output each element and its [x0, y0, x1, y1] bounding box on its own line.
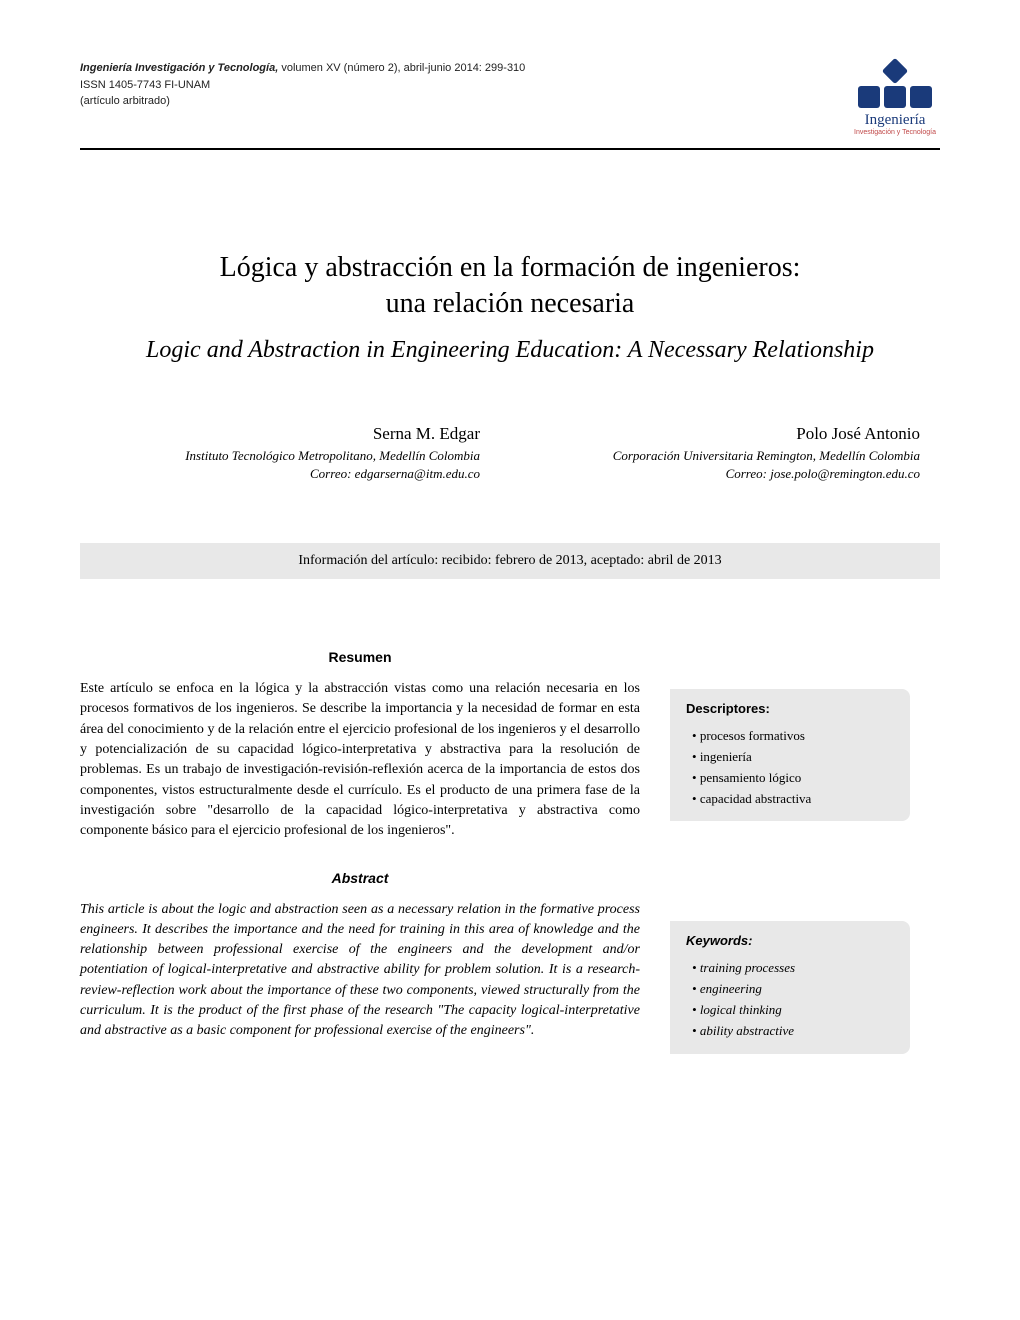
list-item: procesos formativos — [692, 726, 894, 747]
author-name: Polo José Antonio — [540, 424, 920, 444]
list-item: training processes — [692, 958, 894, 979]
page-header: Ingeniería Investigación y Tecnología, v… — [80, 60, 940, 150]
logo-icon — [850, 60, 940, 108]
abstract-text: This article is about the logic and abst… — [80, 900, 640, 1042]
author-2: Polo José Antonio Corporación Universita… — [540, 424, 920, 483]
journal-name: Ingeniería Investigación y Tecnología, — [80, 62, 278, 74]
author-1: Serna M. Edgar Instituto Tecnológico Met… — [100, 424, 480, 483]
authors-block: Serna M. Edgar Instituto Tecnológico Met… — [80, 424, 940, 483]
list-item: engineering — [692, 979, 894, 1000]
title-spanish: Lógica y abstracción en la formación de … — [80, 250, 940, 323]
title-block: Lógica y abstracción en la formación de … — [80, 250, 940, 364]
keywords-list: training processes engineering logical t… — [686, 958, 894, 1041]
journal-meta: Ingeniería Investigación y Tecnología, v… — [80, 60, 525, 110]
abstract-heading: Abstract — [80, 870, 640, 886]
author-affiliation: Corporación Universitaria Remington, Med… — [540, 447, 920, 465]
descriptores-box: Descriptores: procesos formativos ingeni… — [670, 689, 910, 821]
author-email: Correo: jose.polo@remington.edu.co — [540, 465, 920, 483]
issn-line: ISSN 1405-7743 FI-UNAM — [80, 77, 525, 94]
abstract-main-column: Resumen Este artículo se enfoca en la ló… — [80, 649, 640, 1153]
article-info-bar: Información del artículo: recibido: febr… — [80, 543, 940, 579]
journal-logo: Ingeniería Investigación y Tecnología — [850, 60, 940, 136]
keywords-heading: Keywords: — [686, 933, 894, 948]
abstract-side-column: Descriptores: procesos formativos ingeni… — [670, 649, 910, 1153]
abstracts-section: Resumen Este artículo se enfoca en la ló… — [80, 649, 940, 1153]
article-type: (artículo arbitrado) — [80, 93, 525, 110]
keywords-box: Keywords: training processes engineering… — [670, 921, 910, 1053]
resumen-heading: Resumen — [80, 649, 640, 665]
list-item: capacidad abstractiva — [692, 789, 894, 810]
author-affiliation: Instituto Tecnológico Metropolitano, Med… — [100, 447, 480, 465]
descriptores-heading: Descriptores: — [686, 701, 894, 716]
title-english: Logic and Abstraction in Engineering Edu… — [80, 337, 940, 364]
list-item: ability abstractive — [692, 1021, 894, 1042]
list-item: logical thinking — [692, 1000, 894, 1021]
logo-text: Ingeniería — [850, 112, 940, 129]
descriptores-list: procesos formativos ingeniería pensamien… — [686, 726, 894, 809]
author-email: Correo: edgarserna@itm.edu.co — [100, 465, 480, 483]
list-item: ingeniería — [692, 747, 894, 768]
resumen-text: Este artículo se enfoca en la lógica y l… — [80, 679, 640, 841]
list-item: pensamiento lógico — [692, 768, 894, 789]
author-name: Serna M. Edgar — [100, 424, 480, 444]
issue-info: volumen XV (número 2), abril-junio 2014:… — [278, 62, 525, 74]
logo-subtext: Investigación y Tecnología — [850, 129, 940, 136]
